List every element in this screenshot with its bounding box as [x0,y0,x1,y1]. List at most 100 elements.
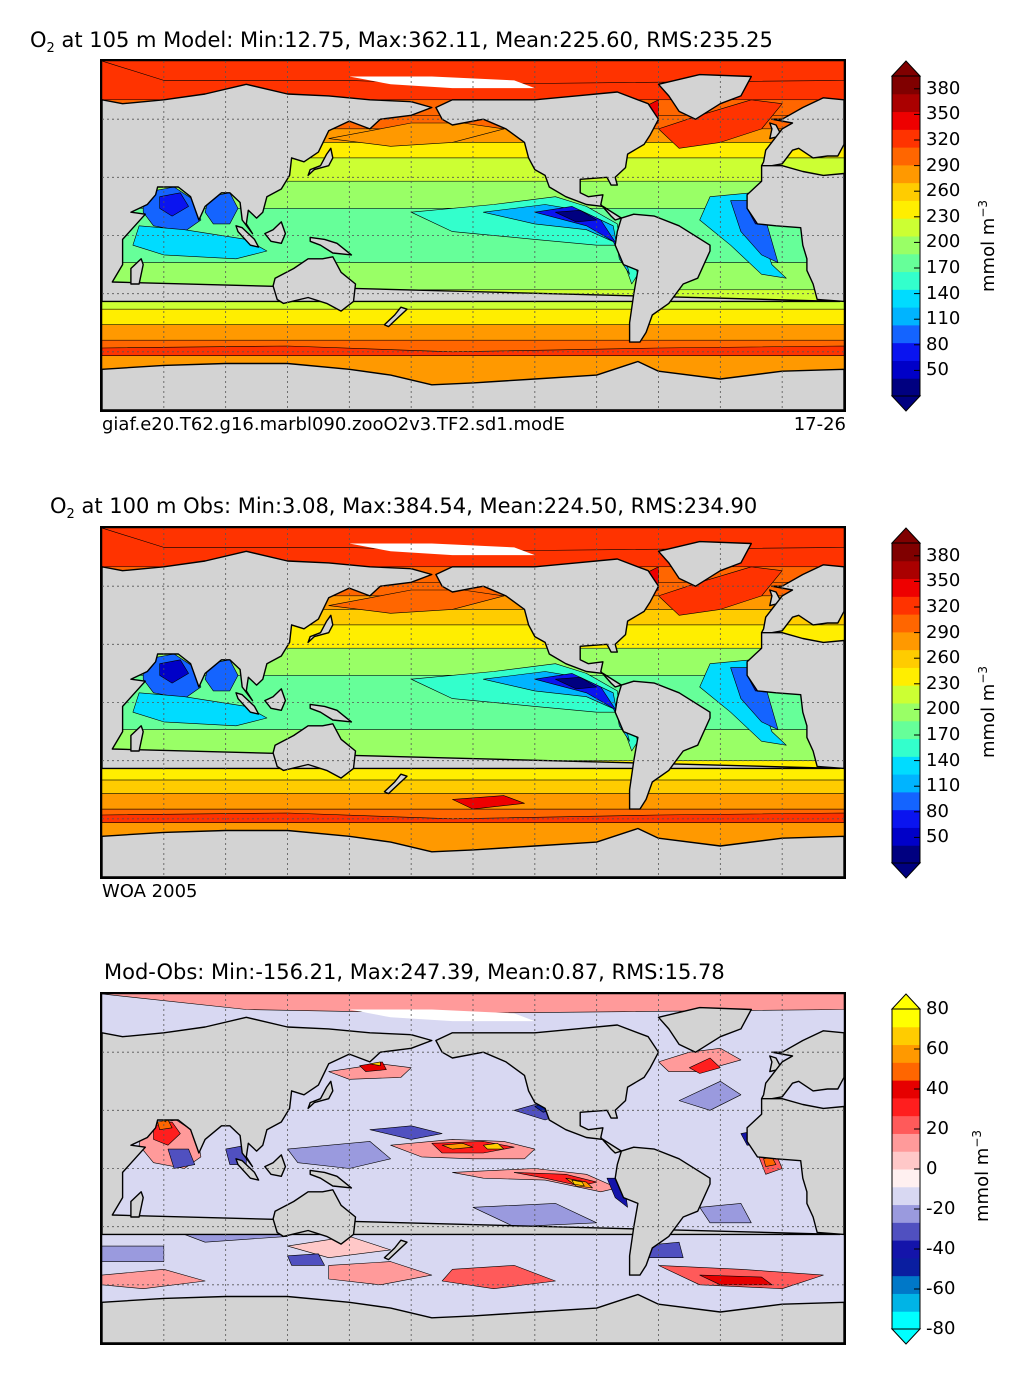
panel2-colorbar-tick-label: 50 [926,826,949,848]
panel1-colorbar-tick-label: 350 [926,103,961,125]
panel2-colorbar-segment [892,560,920,580]
panel1-colorbar-segment [892,378,920,397]
panel1-colorbar-tick-label: 380 [926,77,961,99]
panel2-contour-region [452,795,525,810]
panel2-land-sumatra [235,692,260,715]
panel2-land-borneo [264,688,287,712]
panel1-contour-region [555,210,598,223]
panel1-land-australia [272,256,357,312]
panel1-land-europe-west [760,97,844,167]
panel2-missing-data [349,543,535,556]
panel2-contour-region [555,677,598,690]
panel2-colorbar-segment [892,631,920,651]
panel1-caption-left: giaf.e20.T62.g16.marbl090.zooO2v3.TF2.sd… [102,414,565,435]
panel2-colorbar-segment [892,649,920,668]
panel3-missing-data [349,1009,535,1022]
panel3-colorbar-tick-label: 20 [926,1118,949,1139]
panel2-land-europe-west [760,564,844,634]
panel3-contour-region [689,1057,721,1074]
panel3-colorbar-segment [892,1311,920,1330]
panel3-contour-region [369,1125,443,1140]
panel1-colorbar [890,60,924,416]
panel1-contour-region [159,192,189,217]
panel2-colorbar-segment [892,614,920,633]
panel3-colorbar-segment [892,1293,920,1312]
panel2-colorbar-tick-label: 380 [926,544,961,566]
panel1-title: O2 at 105 m Model: Min:12.75, Max:362.11… [30,28,773,57]
panel2-colorbar-tick-label: 320 [926,596,961,617]
panel1-colorbar-tick-label: 230 [926,205,961,227]
panel1-colorbar-segment [892,200,920,219]
panel2-colorbar-segment [892,703,920,722]
panel2-land-new-zealand [383,773,408,795]
panel2-colorbar-tick-label: 80 [926,800,949,822]
panel1-contour-region [102,345,844,357]
panel3-colorbar-segment [892,1009,920,1028]
panel2-land-new-guinea [309,703,353,723]
panel1-colorbar-segment [892,307,920,326]
panel1-colorbar-tick-label: 170 [926,257,961,278]
panel1-colorbar-segment [892,324,920,344]
panel2-colorbar-segment [892,720,920,740]
panel2-colorbar-segment [892,685,920,704]
panel1-colorbar-tick-label: 110 [926,308,961,330]
panel3-colorbar-tick-label: -20 [926,1198,956,1219]
panel3-colorbar [890,993,924,1349]
panel3-land-japan [307,1080,334,1110]
panel3-land-madagascar [130,1191,144,1218]
panel2-colorbar-segment [892,827,920,846]
panel2-colorbar-segment [892,543,920,562]
panel2-caption-left: WOA 2005 [102,881,198,902]
panel1-land-madagascar [130,258,144,285]
panel3-colorbar-tick-label: -40 [926,1238,956,1259]
panel1-colorbar-segment [892,253,920,273]
panel3-colorbar-segment [892,1115,920,1134]
panel3-land-australia [272,1189,357,1245]
panel1-colorbar-segment [892,164,920,184]
panel3-land-sumatra [235,1158,260,1181]
panel3-land-south-america [614,1146,711,1276]
panel1-colorbar-segment [892,218,920,237]
panel2-land-greenland [657,540,752,587]
panel1-colorbar-segment [892,289,920,308]
panel3-colorbar-tick-label: 80 [926,998,949,1019]
panel2-colorbar-segment [892,791,920,811]
panel2-colorbar-tick-label: 260 [926,647,961,669]
panel2-land-africa-west [746,631,844,770]
panel3-colorbar-segment [892,1026,920,1046]
panel2-colorbar-unit: mmol m−3 [976,665,999,758]
panel3-colorbar-min-extend [890,1328,922,1345]
panel2-colorbar-tick-label: 350 [926,570,961,592]
panel3-colorbar-tick-label: 40 [926,1078,949,1099]
panel1-colorbar-segment [892,360,920,379]
panel1-colorbar-segment [892,76,920,95]
panel3-colorbar-segment [892,1275,920,1294]
panel2-colorbar-segment [892,845,920,864]
panel3-colorbar-segment [892,1204,920,1223]
panel3-colorbar-max-extend [890,993,922,1010]
panel3-contour-region [482,1143,505,1150]
panel3-colorbar-tick-label: -80 [926,1318,956,1339]
panel2-colorbar-tick-label: 110 [926,775,961,797]
panel2-colorbar-segment [892,738,920,757]
panel1-colorbar-segment [892,271,920,290]
panel3-contour-region [167,1148,196,1169]
panel3-colorbar-segment [892,1186,920,1206]
panel2-colorbar-segment [892,667,920,686]
panel1-colorbar-tick-label: 80 [926,333,949,355]
panel1-colorbar-tick-label: 320 [926,129,961,150]
panel1-land-new-zealand [383,306,408,328]
panel2-colorbar-segment [892,596,920,615]
panel2-colorbar-frame [891,542,921,864]
panel1-land-japan [307,147,334,177]
panel3-land-europe-west [760,1030,844,1100]
panel2-colorbar-tick-label: 290 [926,621,961,643]
panel2-contour-region [102,812,844,824]
panel3-land-new-zealand [383,1239,408,1261]
panel1-colorbar-tick-label: 50 [926,359,949,381]
panel3-contour-region [287,1253,325,1266]
panel2-contour-region [159,659,189,684]
panel3-colorbar-tick-label: -60 [926,1278,956,1299]
panel3-colorbar-segment [892,1257,920,1277]
panel3-colorbar-segment [892,1151,920,1170]
